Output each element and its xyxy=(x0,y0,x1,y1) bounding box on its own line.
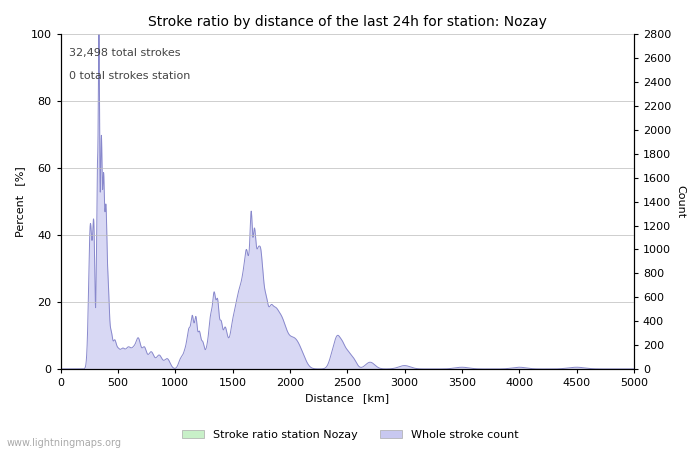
Text: www.lightningmaps.org: www.lightningmaps.org xyxy=(7,438,122,448)
Text: 0 total strokes station: 0 total strokes station xyxy=(69,71,190,81)
Legend: Stroke ratio station Nozay, Whole stroke count: Stroke ratio station Nozay, Whole stroke… xyxy=(177,426,523,445)
Y-axis label: Percent  [%]: Percent [%] xyxy=(15,166,25,237)
Text: 32,498 total strokes: 32,498 total strokes xyxy=(69,48,181,58)
Y-axis label: Count: Count xyxy=(675,185,685,218)
Title: Stroke ratio by distance of the last 24h for station: Nozay: Stroke ratio by distance of the last 24h… xyxy=(148,15,547,29)
X-axis label: Distance  [km]: Distance [km] xyxy=(305,393,389,404)
